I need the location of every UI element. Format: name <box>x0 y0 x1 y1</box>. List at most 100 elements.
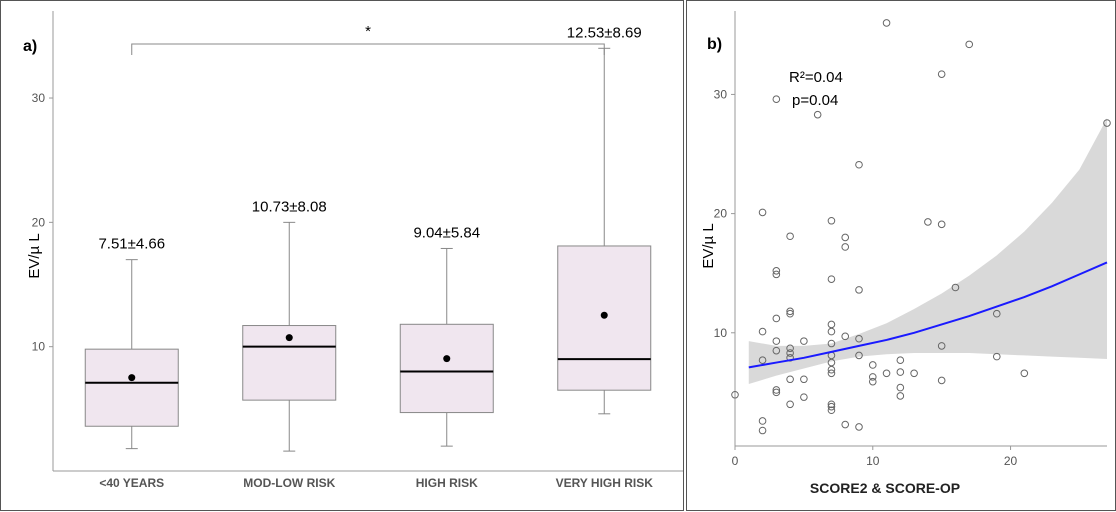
data-point <box>937 342 946 350</box>
data-point <box>758 417 767 425</box>
box-group: 12.53±8.69 <box>557 24 652 415</box>
data-point <box>731 390 739 399</box>
x-category-label: VERY HIGH RISK <box>556 476 654 490</box>
mean-sd-label: 10.73±8.08 <box>252 198 327 215</box>
mean-sd-label: 7.51±4.66 <box>98 236 165 253</box>
iqr-box <box>399 323 494 414</box>
data-point <box>841 243 850 251</box>
boxplot-axes: 10 20 30 <40 YEARS MOD-LOW RISK HIGH RISK VERY… <box>32 11 683 490</box>
boxplot-svg: a) 10 20 30 <40 YEARS MOD-LOW RISK HIGH RISK V… <box>23 11 683 490</box>
data-point <box>800 337 808 345</box>
data-point <box>772 337 781 345</box>
data-point <box>827 369 836 378</box>
y-axis-label-a: EV/µ L <box>26 233 43 278</box>
data-point <box>772 314 781 323</box>
data-point <box>855 351 863 360</box>
data-point <box>758 208 767 217</box>
data-point <box>786 400 794 409</box>
data-point <box>827 275 836 283</box>
panel-b-label: b) <box>707 36 722 53</box>
fit-line <box>748 261 1108 369</box>
y-tick-label-a: 20 <box>32 215 46 229</box>
data-point <box>855 286 863 294</box>
significance-star: * <box>365 23 371 40</box>
data-point <box>786 309 794 318</box>
data-point <box>786 349 794 357</box>
box-group: 7.51±4.66 <box>84 236 179 450</box>
panel-a-label: a) <box>23 38 37 55</box>
data-point <box>827 406 836 415</box>
x-category-label: MOD-LOW RISK <box>243 476 335 490</box>
scatter-points <box>731 19 1111 435</box>
data-point <box>786 375 794 384</box>
y-tick-label-b: 30 <box>714 87 728 101</box>
data-point <box>827 339 836 348</box>
data-point <box>786 344 794 353</box>
data-point <box>1103 119 1111 127</box>
data-point <box>868 373 877 381</box>
mean-dot <box>443 355 451 363</box>
data-point <box>772 386 781 394</box>
data-point <box>827 358 836 367</box>
data-point <box>855 160 863 169</box>
data-point <box>772 388 781 397</box>
data-point <box>772 346 781 355</box>
fit-line-group <box>748 261 1108 369</box>
data-point <box>827 365 836 374</box>
scatter-svg: b) 10 20 30 0 10 20 R²=0.04 p=0.04 EV/µ L SCO… <box>700 11 1111 496</box>
mean-dot <box>128 374 136 382</box>
data-point <box>965 40 974 49</box>
x-axis-title-b: SCORE2 & SCORE-OP <box>810 480 960 496</box>
significance-line <box>131 43 605 55</box>
ci-band-area <box>748 118 1107 385</box>
data-point <box>924 218 932 226</box>
mean-dot <box>600 311 608 319</box>
panel-a-boxplot: a) 10 20 30 <40 YEARS MOD-LOW RISK HIGH RISK V… <box>0 0 684 511</box>
data-point <box>882 19 891 27</box>
data-point <box>758 426 767 435</box>
data-point <box>772 95 781 103</box>
data-point <box>992 352 1001 361</box>
significance-bracket: * <box>131 23 605 55</box>
data-point <box>786 232 794 241</box>
data-point <box>800 393 808 401</box>
data-point <box>951 283 960 292</box>
data-point <box>841 233 850 242</box>
data-point <box>813 110 822 119</box>
box-group: 10.73±8.08 <box>242 198 337 452</box>
y-tick-label-a: 30 <box>32 91 46 105</box>
iqr-box <box>84 348 179 427</box>
data-point <box>937 220 946 229</box>
data-point <box>896 356 905 364</box>
data-point <box>827 400 836 409</box>
data-point <box>841 420 850 429</box>
scatter-axes: 10 20 30 0 10 20 <box>714 11 1107 468</box>
data-point <box>855 423 863 431</box>
x-tick-label-b: 10 <box>866 454 880 468</box>
data-point <box>855 334 863 343</box>
data-point <box>758 356 767 364</box>
box-group: 9.04±5.84 <box>399 224 494 447</box>
r2-annotation: R²=0.04 <box>789 69 843 86</box>
data-point <box>896 392 905 400</box>
data-point <box>1020 369 1029 378</box>
data-point <box>800 375 808 384</box>
data-point <box>827 216 836 225</box>
data-point <box>896 368 905 376</box>
data-point <box>882 369 891 378</box>
data-point <box>772 267 781 275</box>
data-point <box>758 327 767 336</box>
mean-sd-label: 12.53±8.69 <box>567 24 642 41</box>
x-tick-label-b: 20 <box>1004 454 1018 468</box>
y-tick-label-b: 20 <box>714 207 728 221</box>
boxplot-boxes: 7.51±4.66 10.73±8.08 9.04±5.84 12.53±8.69 <box>84 24 652 452</box>
x-category-label: <40 YEARS <box>99 476 164 490</box>
data-point <box>827 327 836 336</box>
data-point <box>786 307 794 316</box>
data-point <box>772 270 781 279</box>
mean-dot <box>285 334 293 342</box>
y-tick-label-a: 10 <box>32 340 46 354</box>
data-point <box>827 402 836 411</box>
data-point <box>896 383 905 392</box>
p-annotation: p=0.04 <box>792 92 838 109</box>
